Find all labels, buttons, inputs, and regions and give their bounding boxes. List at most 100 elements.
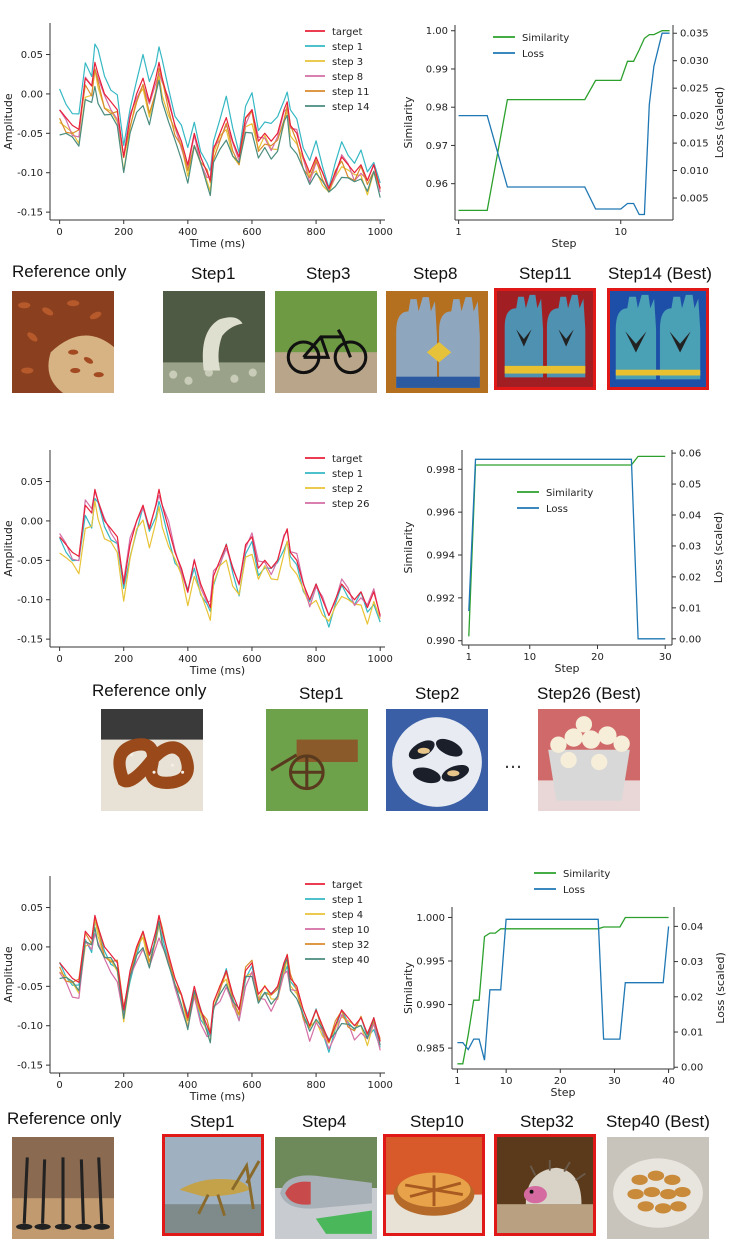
similarity-chart-3: 1 10 20 30 40 0.985 0.990 0.995 1.000 0.00 0.01 0.0… <box>402 869 727 1099</box>
legend-label: Similarity <box>563 869 610 880</box>
y-tick-label: 0.998 <box>426 465 455 476</box>
similarity-chart-1: 1 10 0.96 0.97 0.98 0.99 1.00 0.005 0.010 0.015 0.… <box>402 25 726 250</box>
legend-label: step 11 <box>332 87 370 98</box>
y2-tick-label: 0.035 <box>680 29 709 40</box>
step-label: Step3 <box>306 264 351 283</box>
legend-label: step 1 <box>332 42 363 53</box>
ellipsis: … <box>504 752 522 773</box>
x-axis-label: Step <box>550 1086 575 1099</box>
eeg-chart-2: 0 200 400 600 800 1000 0.05 0.00 -0.05 -0.10 -0.15… <box>2 450 393 677</box>
y2-tick-label: 0.025 <box>680 84 709 95</box>
y-axis-label: Similarity <box>402 962 415 1014</box>
cashew-icon <box>607 1137 709 1239</box>
y-tick-label: 1.00 <box>426 26 448 37</box>
y2-tick-label: 0.030 <box>680 56 709 67</box>
x-tick-label: 1 <box>454 1076 460 1087</box>
reference-label: Reference only <box>12 262 127 281</box>
x-tick-label: 400 <box>178 1080 197 1091</box>
y2-tick-label: 0.02 <box>679 572 701 583</box>
series-line-similarity <box>457 916 669 1065</box>
step-label: Step14 (Best) <box>608 264 712 283</box>
pie-icon <box>386 1137 482 1233</box>
reference-label: Reference only <box>92 681 207 700</box>
legend-label: Loss <box>522 49 544 60</box>
y2-tick-label: 0.015 <box>680 139 709 150</box>
legend-label: step 8 <box>332 72 363 83</box>
y2-tick-label: 0.00 <box>679 634 701 645</box>
series-line-step-11 <box>59 67 381 193</box>
reference-image-flaxseed <box>12 291 114 393</box>
y2-tick-label: 0.020 <box>680 111 709 122</box>
y-tick-label: -0.15 <box>17 1061 43 1072</box>
x-tick-label: 800 <box>307 1080 326 1091</box>
step-image-gloves <box>494 288 596 390</box>
y2-tick-label: 0.04 <box>681 922 703 933</box>
step-image-bicycle <box>275 291 377 393</box>
legend-label: step 1 <box>332 895 363 906</box>
legend-label: step 1 <box>332 469 363 480</box>
y-tick-label: 0.99 <box>426 64 448 75</box>
y-tick-label: 0.995 <box>416 957 445 968</box>
y-tick-label: 0.97 <box>426 141 448 152</box>
x-tick-label: 0 <box>56 227 62 238</box>
y-tick-label: 0.96 <box>426 179 448 190</box>
y2-tick-label: 0.01 <box>681 1028 703 1039</box>
step-label: Step4 <box>302 1112 347 1131</box>
legend-label: step 4 <box>332 910 363 921</box>
legend-label: target <box>332 454 362 465</box>
reference-image-pretzel <box>101 709 203 811</box>
x-tick-label: 30 <box>659 652 672 663</box>
step-label: Step2 <box>415 684 460 703</box>
y2-tick-label: 0.01 <box>679 603 701 614</box>
x-tick-label: 20 <box>554 1076 567 1087</box>
y-tick-label: 0.05 <box>21 903 43 914</box>
mussels-icon <box>386 709 488 811</box>
step-image-fish <box>163 291 265 393</box>
step-label: Step1 <box>299 684 344 703</box>
similarity-chart-2: 1 10 20 30 0.990 0.992 0.994 0.996 0.998 0.00 0.01… <box>402 449 725 675</box>
reference-image-metal-detectors <box>12 1137 114 1239</box>
y-tick-label: -0.10 <box>17 168 43 179</box>
x-tick-label: 200 <box>114 227 133 238</box>
y-tick-label: -0.15 <box>17 208 43 219</box>
legend-label: target <box>332 27 362 38</box>
legend-label: step 10 <box>332 925 370 936</box>
y-tick-label: -0.10 <box>17 595 43 606</box>
legend-label: target <box>332 880 362 891</box>
legend-label: step 14 <box>332 102 370 113</box>
y2-tick-label: 0.04 <box>679 511 701 522</box>
step-image-pie <box>383 1134 485 1236</box>
legend-label: Similarity <box>546 488 593 499</box>
step-image-cashews <box>607 1137 709 1239</box>
series-line-target <box>59 914 381 1043</box>
step-image-hedgehog <box>494 1134 596 1236</box>
x-axis-label: Step <box>551 237 576 250</box>
step-image-gloves <box>386 291 488 393</box>
y-tick-label: -0.05 <box>17 129 43 140</box>
x-tick-label: 600 <box>242 227 261 238</box>
x-tick-label: 400 <box>178 227 197 238</box>
x-axis-label: Step <box>554 662 579 675</box>
series-line-step-14 <box>59 79 381 198</box>
series-line-target <box>59 61 381 190</box>
x-tick-label: 1000 <box>367 227 392 238</box>
y-tick-label: 0.990 <box>416 1000 445 1011</box>
x-tick-label: 30 <box>608 1076 621 1087</box>
y-tick-label: 0.05 <box>21 50 43 61</box>
x-tick-label: 20 <box>591 652 604 663</box>
x-tick-label: 1000 <box>367 1080 392 1091</box>
series-line-target <box>59 488 381 617</box>
y2-tick-label: 0.00 <box>681 1063 703 1074</box>
popcorn-icon <box>538 709 640 811</box>
series-line-step-4 <box>59 917 381 1047</box>
fish-icon <box>163 291 265 393</box>
series-line-similarity <box>458 30 670 212</box>
x-tick-label: 10 <box>500 1076 513 1087</box>
x-tick-label: 1 <box>455 227 461 238</box>
x-tick-label: 400 <box>178 654 197 665</box>
series-line-step-26 <box>59 490 381 618</box>
pretzel-icon <box>101 709 203 811</box>
series-line-loss <box>457 918 670 1061</box>
y2-tick-label: 0.06 <box>679 449 701 460</box>
flaxseed-icon <box>12 291 114 393</box>
